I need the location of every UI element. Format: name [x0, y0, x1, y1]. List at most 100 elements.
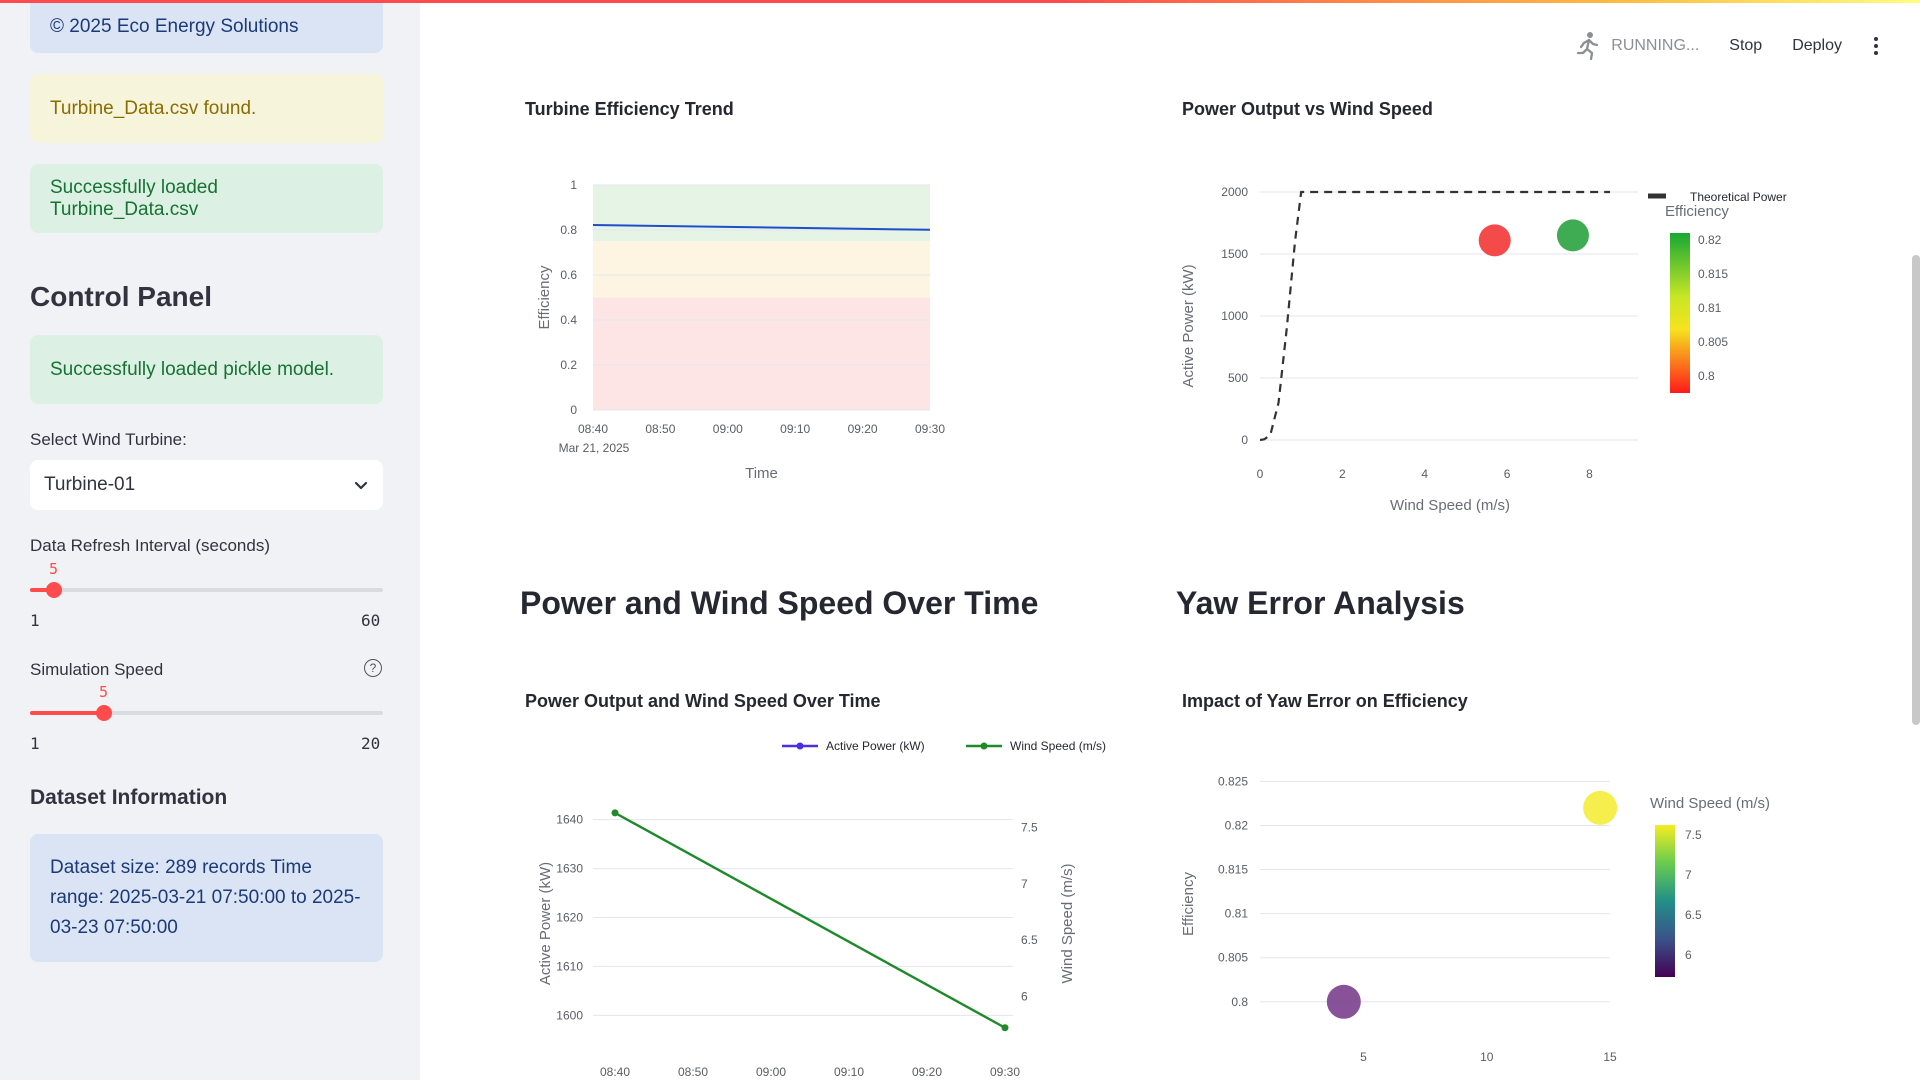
data-point	[1583, 790, 1618, 825]
x-axis-title: Time	[745, 465, 778, 482]
running-man-icon	[1577, 32, 1599, 61]
x-tick-label: 09:30	[915, 422, 945, 436]
simulation-speed-label: Simulation Speed	[30, 660, 164, 679]
data-point	[1326, 984, 1361, 1019]
x-tick-label: 08:40	[600, 1065, 630, 1079]
control-panel-title: Control Panel	[30, 281, 213, 312]
refresh-slider-fill	[30, 588, 54, 592]
model-loaded-text: Successfully loaded pickle model.	[50, 358, 335, 380]
x-tick-label: 6	[1504, 467, 1511, 481]
simulation-slider[interactable]	[30, 705, 383, 721]
wind-speed-colorbar	[1655, 825, 1675, 977]
dataset-info-alert: Dataset size: 289 records Time range: 20…	[30, 834, 383, 962]
wind-speed-point	[611, 809, 619, 817]
data-point	[1478, 224, 1511, 257]
power-wind-time-chart[interactable]: 1600 1610 1620 1630 1640 6 6.5 7 7.5 08:40 08:50 09…	[510, 725, 1170, 1080]
y-tick-label: 1000	[1221, 309, 1248, 323]
running-status: RUNNING...	[1575, 31, 1699, 61]
y-axis-title: Active Power (kW)	[537, 862, 554, 985]
efficiency-band	[593, 297, 930, 410]
efficiency-trend-chart[interactable]: 0 0.2 0.4 0.6 0.8 1 08:40 08:50 09:00 09:10 09:20 0…	[510, 160, 1170, 540]
y-tick-label: 0.6	[560, 268, 577, 282]
x-tick-label: 5	[1360, 1050, 1367, 1064]
refresh-slider-handle[interactable]	[46, 582, 62, 598]
legend-label: Wind Speed (m/s)	[1010, 739, 1106, 753]
legend-label: Active Power (kW)	[826, 739, 925, 753]
yaw-impact-chart[interactable]: 0.8 0.805 0.81 0.815 0.82 0.825 5 10 15 Efficienc…	[1170, 725, 1830, 1080]
y-tick-label: 1	[570, 178, 577, 192]
x-tick-label: 09:10	[780, 422, 810, 436]
refresh-slider-max: 60	[361, 611, 381, 630]
y-tick-label: 0.8	[1231, 995, 1248, 1009]
running-status-text: RUNNING...	[1611, 37, 1700, 54]
copyright-alert: © 2025 Eco Energy Solutions	[30, 0, 383, 53]
colorbar-tick-label: 0.82	[1698, 233, 1722, 247]
y2-tick-label: 6	[1021, 989, 1028, 1003]
copyright-text: © 2025 Eco Energy Solutions	[50, 15, 299, 37]
efficiency-band	[593, 241, 930, 298]
y-tick-label: 1610	[556, 959, 583, 973]
colorbar-tick-label: 0.805	[1698, 335, 1728, 349]
deploy-button[interactable]: Deploy	[1792, 37, 1842, 54]
simulation-slider-min: 1	[30, 734, 40, 753]
efficiency-band	[593, 185, 930, 242]
legend-label: Theoretical Power	[1690, 190, 1787, 204]
x-tick-label: 08:40	[578, 422, 608, 436]
colorbar-tick-label: 0.81	[1698, 301, 1722, 315]
simulation-slider-handle[interactable]	[96, 705, 112, 721]
refresh-slider[interactable]	[30, 582, 383, 598]
y-tick-label: 0.805	[1218, 951, 1248, 965]
yaw-impact-title: Impact of Yaw Error on Efficiency	[1182, 691, 1468, 711]
wind-speed-line	[614, 811, 1006, 1029]
y2-tick-label: 7.5	[1021, 821, 1038, 835]
y-axis-title: Efficiency	[1180, 872, 1197, 936]
x-tick-label: 15	[1603, 1050, 1617, 1064]
main-menu-icon[interactable]	[1872, 37, 1880, 55]
x-tick-label: 0	[1257, 467, 1264, 481]
chevron-down-icon	[354, 481, 368, 490]
simulation-slider-fill	[30, 711, 104, 715]
file-found-alert: Turbine_Data.csv found.	[30, 74, 383, 143]
refresh-interval-label: Data Refresh Interval (seconds)	[30, 536, 270, 555]
x-tick-label: 09:30	[990, 1065, 1020, 1079]
y2-axis-title: Wind Speed (m/s)	[1059, 863, 1076, 983]
model-loaded-alert: Successfully loaded pickle model.	[30, 335, 383, 404]
colorbar-tick-label: 0.815	[1698, 267, 1728, 281]
y-tick-label: 0	[570, 403, 577, 417]
y-tick-label: 0	[1241, 433, 1248, 447]
refresh-slider-value: 5	[49, 560, 59, 578]
main-scrollbar[interactable]	[1912, 255, 1920, 725]
turbine-select[interactable]: Turbine-01	[30, 460, 383, 510]
data-point	[1556, 219, 1589, 252]
y-tick-label: 0.825	[1218, 774, 1248, 788]
colorbar-tick-label: 7	[1685, 868, 1692, 882]
file-found-text: Turbine_Data.csv found.	[50, 97, 257, 119]
power-vs-wind-chart[interactable]: 0 500 1000 1500 2000 0 2 4 6 8 Wind Speed (m/s) Act…	[1170, 160, 1830, 530]
colorbar-title: Efficiency	[1665, 203, 1729, 220]
y-tick-label: 0.82	[1225, 818, 1249, 832]
y-tick-label: 0.2	[560, 358, 577, 372]
colorbar-tick-label: 6	[1685, 948, 1692, 962]
x-tick-label: 2	[1339, 467, 1346, 481]
y2-tick-label: 6.5	[1021, 933, 1038, 947]
colorbar-tick-label: 6.5	[1685, 908, 1702, 922]
x-tick-label: 8	[1586, 467, 1593, 481]
app-toolbar: RUNNING... Stop Deploy	[1575, 30, 1880, 62]
y-tick-label: 1630	[556, 862, 583, 876]
power-vs-wind-title: Power Output vs Wind Speed	[1182, 99, 1433, 119]
y-axis-title: Efficiency	[536, 265, 553, 329]
x-tick-label: 08:50	[645, 422, 675, 436]
power-wind-time-title: Power Output and Wind Speed Over Time	[525, 691, 881, 711]
y2-tick-label: 7	[1021, 877, 1028, 891]
colorbar-tick-label: 0.8	[1698, 369, 1715, 383]
colorbar-tick-label: 7.5	[1685, 828, 1702, 842]
simulation-slider-value: 5	[99, 683, 109, 701]
dataset-info-text: Dataset size: 289 records Time range: 20…	[50, 857, 361, 938]
stop-button[interactable]: Stop	[1729, 37, 1763, 54]
x-tick-label: 09:10	[834, 1065, 864, 1079]
efficiency-colorbar	[1670, 233, 1690, 393]
y-tick-label: 1620	[556, 911, 583, 925]
refresh-slider-min: 1	[30, 611, 40, 630]
top-decoration-bar	[0, 0, 1920, 3]
help-icon[interactable]: ?	[364, 659, 382, 677]
